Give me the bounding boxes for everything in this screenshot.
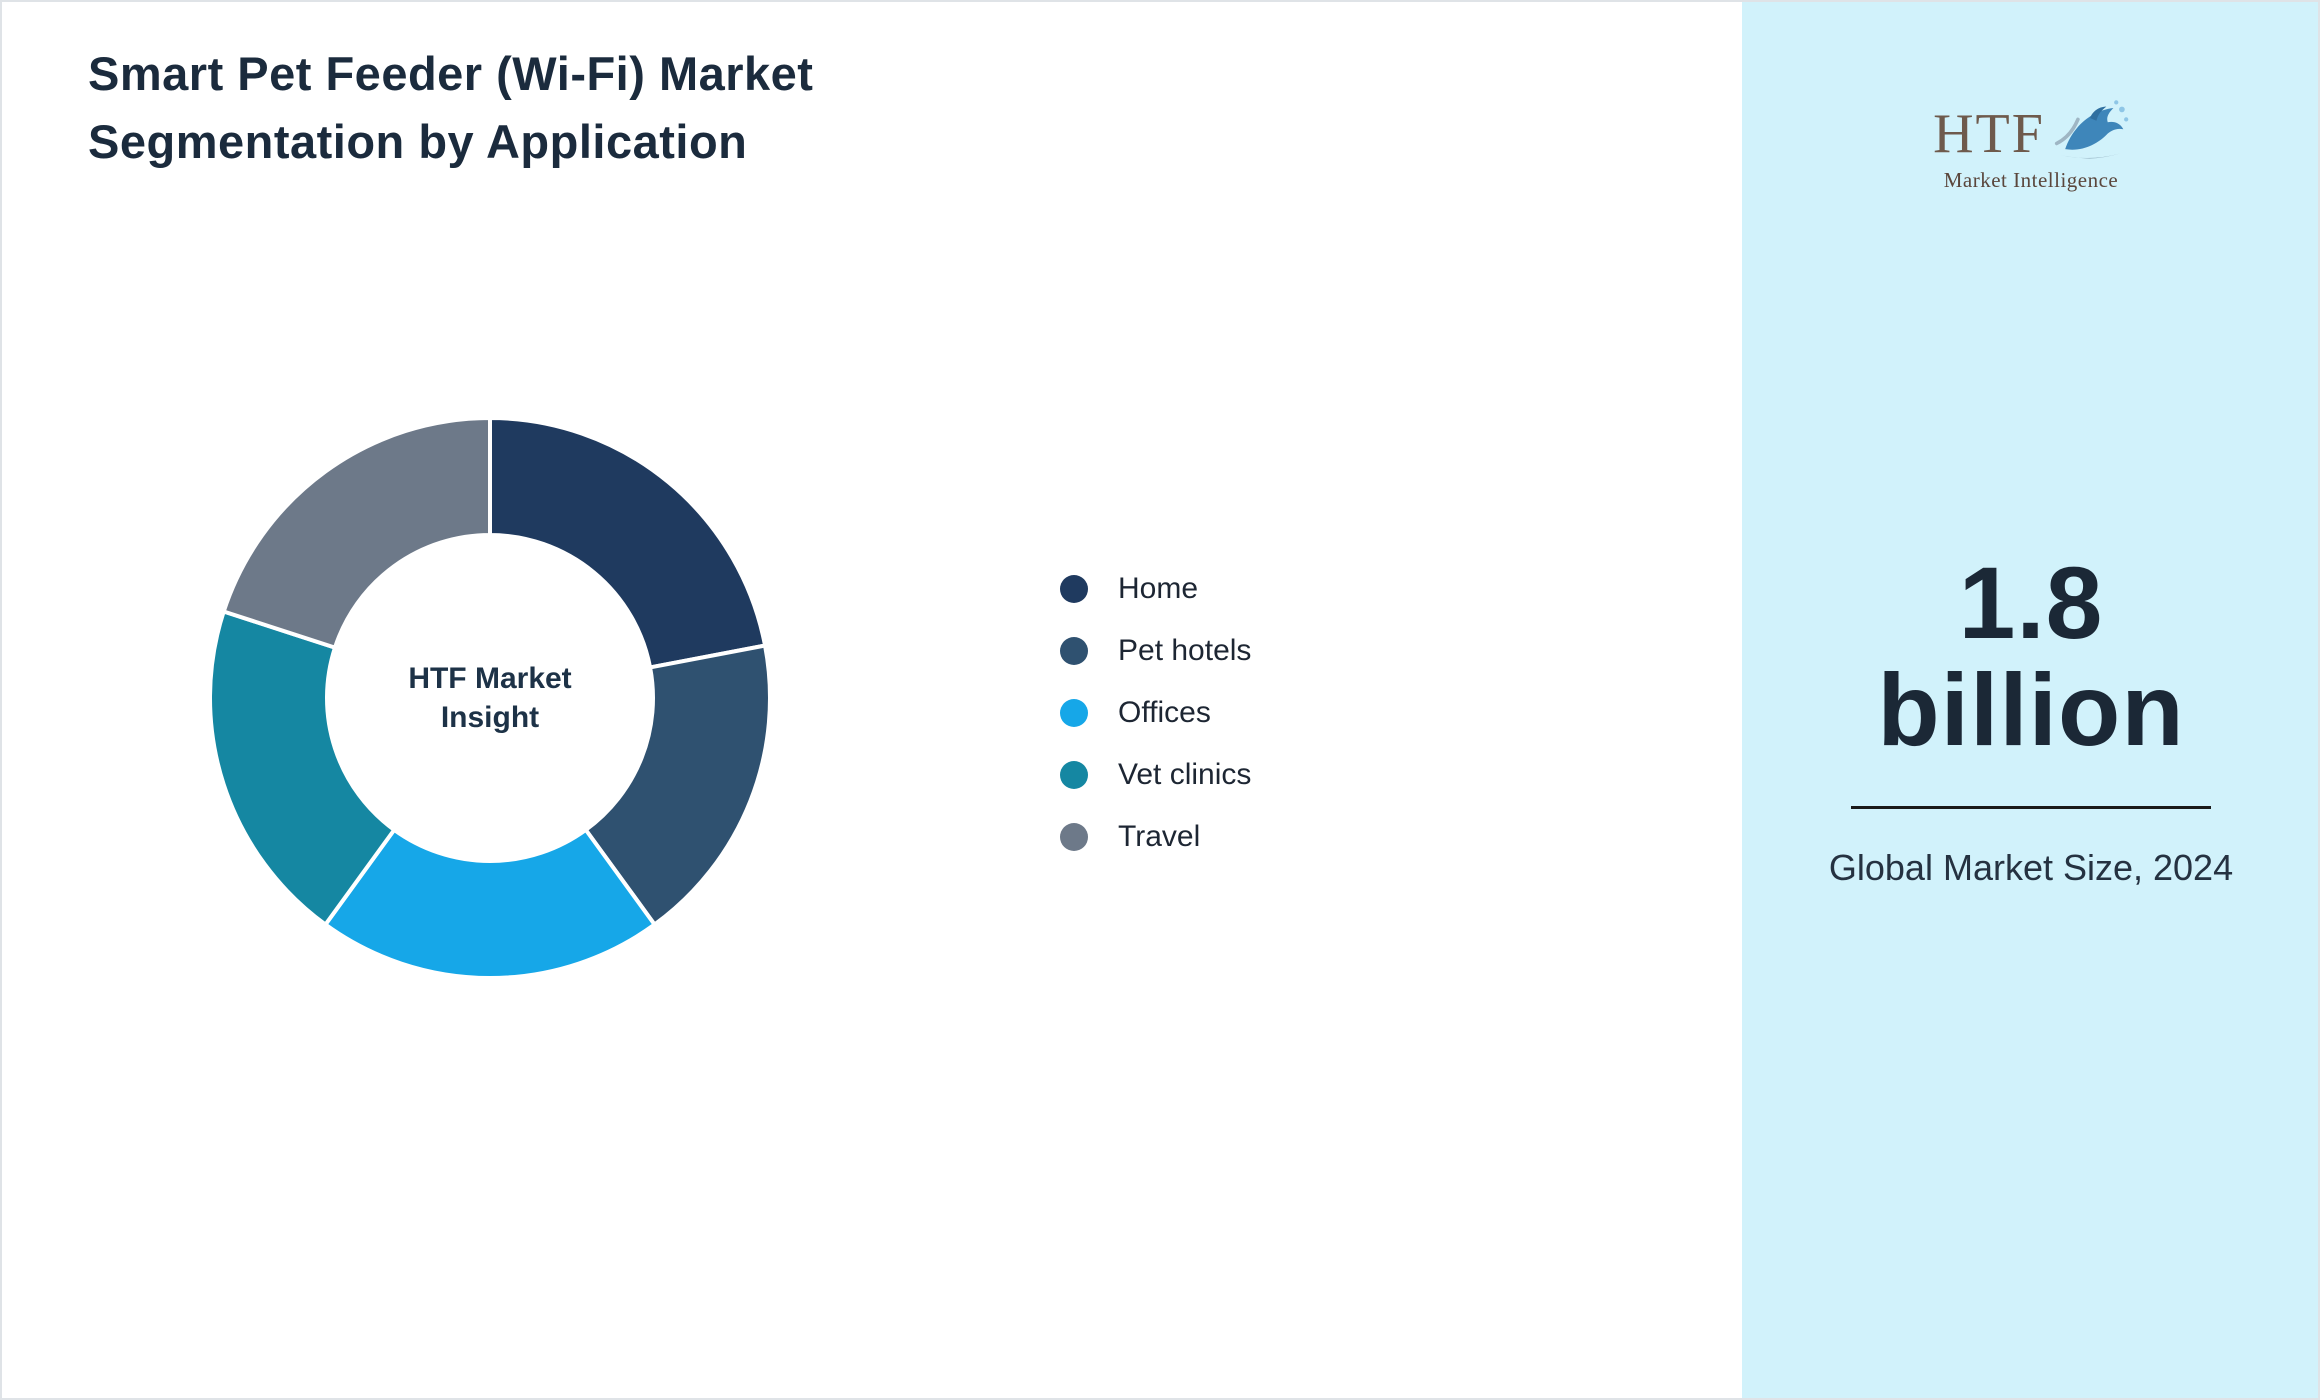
legend-item-travel: Travel	[1060, 806, 1251, 868]
market-size-unit: billion	[1877, 653, 2185, 768]
legend-label-travel: Travel	[1118, 820, 1201, 853]
legend-label-pet-hotels: Pet hotels	[1118, 634, 1252, 667]
page-title-line1: Smart Pet Feeder (Wi-Fi) Market	[88, 47, 814, 100]
htf-logo: HTF Market Intelligence	[1742, 98, 2318, 193]
legend-label-offices: Offices	[1118, 696, 1211, 729]
page-title: Smart Pet Feeder (Wi-Fi) Market Segmenta…	[88, 40, 813, 176]
donut-center-label: HTF Market Insight	[350, 659, 630, 737]
divider-line	[1851, 806, 2211, 810]
chart-legend: Home Pet hotels Offices Vet clinics Trav…	[1060, 558, 1251, 868]
market-size-block: 1.8 billion Global Market Size, 2024	[1742, 546, 2318, 894]
donut-segment-pet-hotels	[583, 643, 772, 927]
legend-swatch-home	[1060, 575, 1088, 603]
legend-swatch-vet-clinics	[1060, 761, 1088, 789]
donut-segment-vet-clinics	[208, 609, 397, 927]
donut-segment-offices	[323, 827, 657, 980]
donut-segment-travel	[221, 416, 492, 650]
logo-text: HTF	[1933, 103, 2045, 165]
legend-item-home: Home	[1060, 558, 1251, 620]
legend-label-home: Home	[1118, 572, 1199, 605]
logo-subtext: Market Intelligence	[1943, 168, 2119, 192]
market-size-value: 1.8	[1958, 546, 2104, 660]
donut-segment-home	[488, 416, 768, 670]
legend-label-vet-clinics: Vet clinics	[1118, 758, 1252, 791]
legend-swatch-travel	[1060, 823, 1088, 851]
legend-item-pet-hotels: Pet hotels	[1060, 620, 1251, 682]
legend-swatch-pet-hotels	[1060, 637, 1088, 665]
donut-center-line1: HTF Market	[408, 662, 572, 695]
donut-svg	[208, 416, 772, 980]
page-title-line2: Segmentation by Application	[88, 115, 748, 169]
legend-swatch-offices	[1060, 699, 1088, 727]
donut-center-line2: Insight	[440, 701, 540, 734]
market-size-caption: Global Market Size, 2024	[1828, 847, 2234, 889]
donut-chart: HTF Market Insight	[205, 413, 775, 983]
dolphin-icon	[2054, 100, 2129, 159]
legend-item-vet-clinics: Vet clinics	[1060, 744, 1251, 806]
right-panel: HTF Market Intelligence 1.8 billion Glob…	[1742, 2, 2318, 1398]
legend-item-offices: Offices	[1060, 682, 1251, 744]
